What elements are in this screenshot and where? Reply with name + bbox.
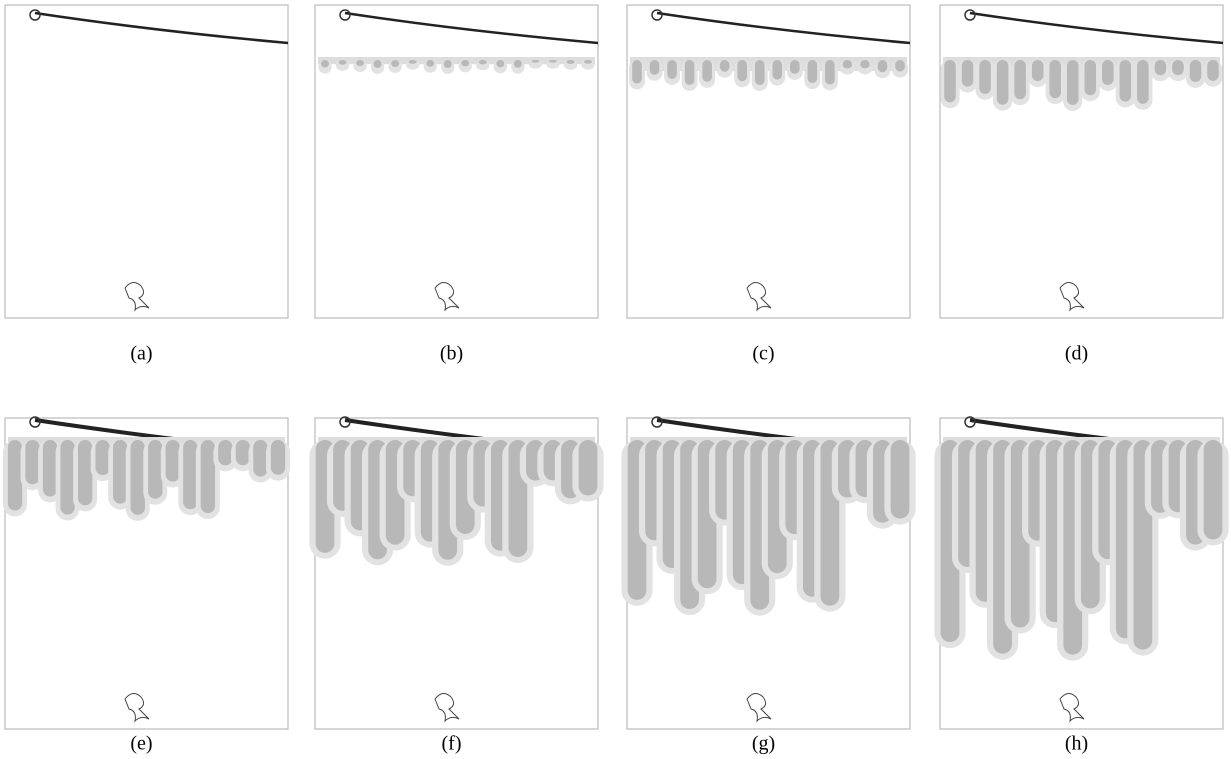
plume-finger [1049,60,1061,98]
plume-finger [891,440,910,519]
plume-finger [514,60,522,68]
panel-frame [5,5,288,318]
plume-finger [496,60,504,67]
panel-frame [940,5,1223,318]
panel-label: (d) [1065,343,1088,365]
plume-finger [1155,60,1167,75]
plume-finger [43,440,57,496]
plume-finger [944,60,956,102]
plume-finger [860,60,870,68]
plume-finger [878,60,888,72]
plume-finger [790,60,800,74]
plume-finger [737,60,747,81]
plume-finger [1067,60,1079,105]
plume-finger [531,60,539,63]
plume-finger [579,440,598,496]
plume-finger [166,440,180,482]
plume-finger [218,440,232,465]
plume-finger [236,440,250,465]
plume-finger [444,60,452,68]
plume-finger [479,60,487,64]
panel-label: (h) [1065,733,1088,755]
plume-finger [650,60,660,75]
plume-finger [1172,60,1184,75]
panel-label: (e) [130,733,152,755]
panel-frame [627,5,910,318]
panel-label: (b) [440,343,463,365]
image-panel: (a) [5,5,288,365]
figure: (a) (b) (c) (d) (e) (f) (g) (h) [0,0,1231,759]
plume-finger [113,440,127,504]
plume-finger [962,60,974,87]
plume-finger [426,60,434,67]
panel-frame [315,5,598,318]
plume-finger [339,60,347,65]
plume-finger [667,60,677,79]
plume-finger [409,60,417,64]
plume-finger [702,60,712,82]
plume-finger [78,440,92,505]
plume-finger [1085,60,1097,95]
plume-finger [391,60,399,67]
plume-finger [25,440,39,484]
plume-finger [808,60,818,83]
plume-finger [95,440,109,475]
plume-finger [549,60,557,63]
plume-finger [566,60,574,64]
plume-finger [772,60,782,80]
image-panel: (f) [309,417,603,755]
image-panel: (e) [3,417,290,755]
plume-finger [1204,440,1223,539]
image-panel: (g) [621,417,915,755]
plume-finger [825,60,835,84]
plume-finger [8,440,22,511]
plume-finger [1014,60,1026,99]
plume-finger [1102,60,1114,85]
plume-finger [253,440,267,476]
image-panel: (b) [315,5,598,365]
plume-finger [720,60,730,72]
plume-finger [1207,60,1219,81]
panel-label: (g) [752,733,775,755]
plume-finger [356,60,364,66]
panel-label: (c) [752,343,774,365]
panel-label: (a) [130,343,152,365]
image-panel: (h) [934,417,1228,755]
plume-finger [1137,60,1149,104]
image-panel: (c) [627,5,910,365]
image-panel: (d) [940,5,1223,365]
plume-finger [374,60,382,68]
plume-finger [60,440,74,515]
plume-finger [131,440,145,515]
plume-finger [685,60,695,85]
plume-finger [843,60,853,68]
plume-finger [632,60,642,84]
panel-label: (f) [442,733,462,755]
plume-finger [979,60,991,94]
plume-finger [183,440,197,509]
plume-finger [895,60,905,72]
plume-finger [755,60,765,85]
plume-finger [271,440,285,475]
plume-finger [148,440,162,499]
plume-finger [1120,60,1132,102]
plume-finger [1032,60,1044,81]
plume-finger [321,60,329,68]
plume-finger [584,60,592,64]
plume-finger [997,60,1009,105]
plume-finger [201,440,215,513]
plume-finger [1190,60,1202,82]
plume-finger [461,60,469,66]
